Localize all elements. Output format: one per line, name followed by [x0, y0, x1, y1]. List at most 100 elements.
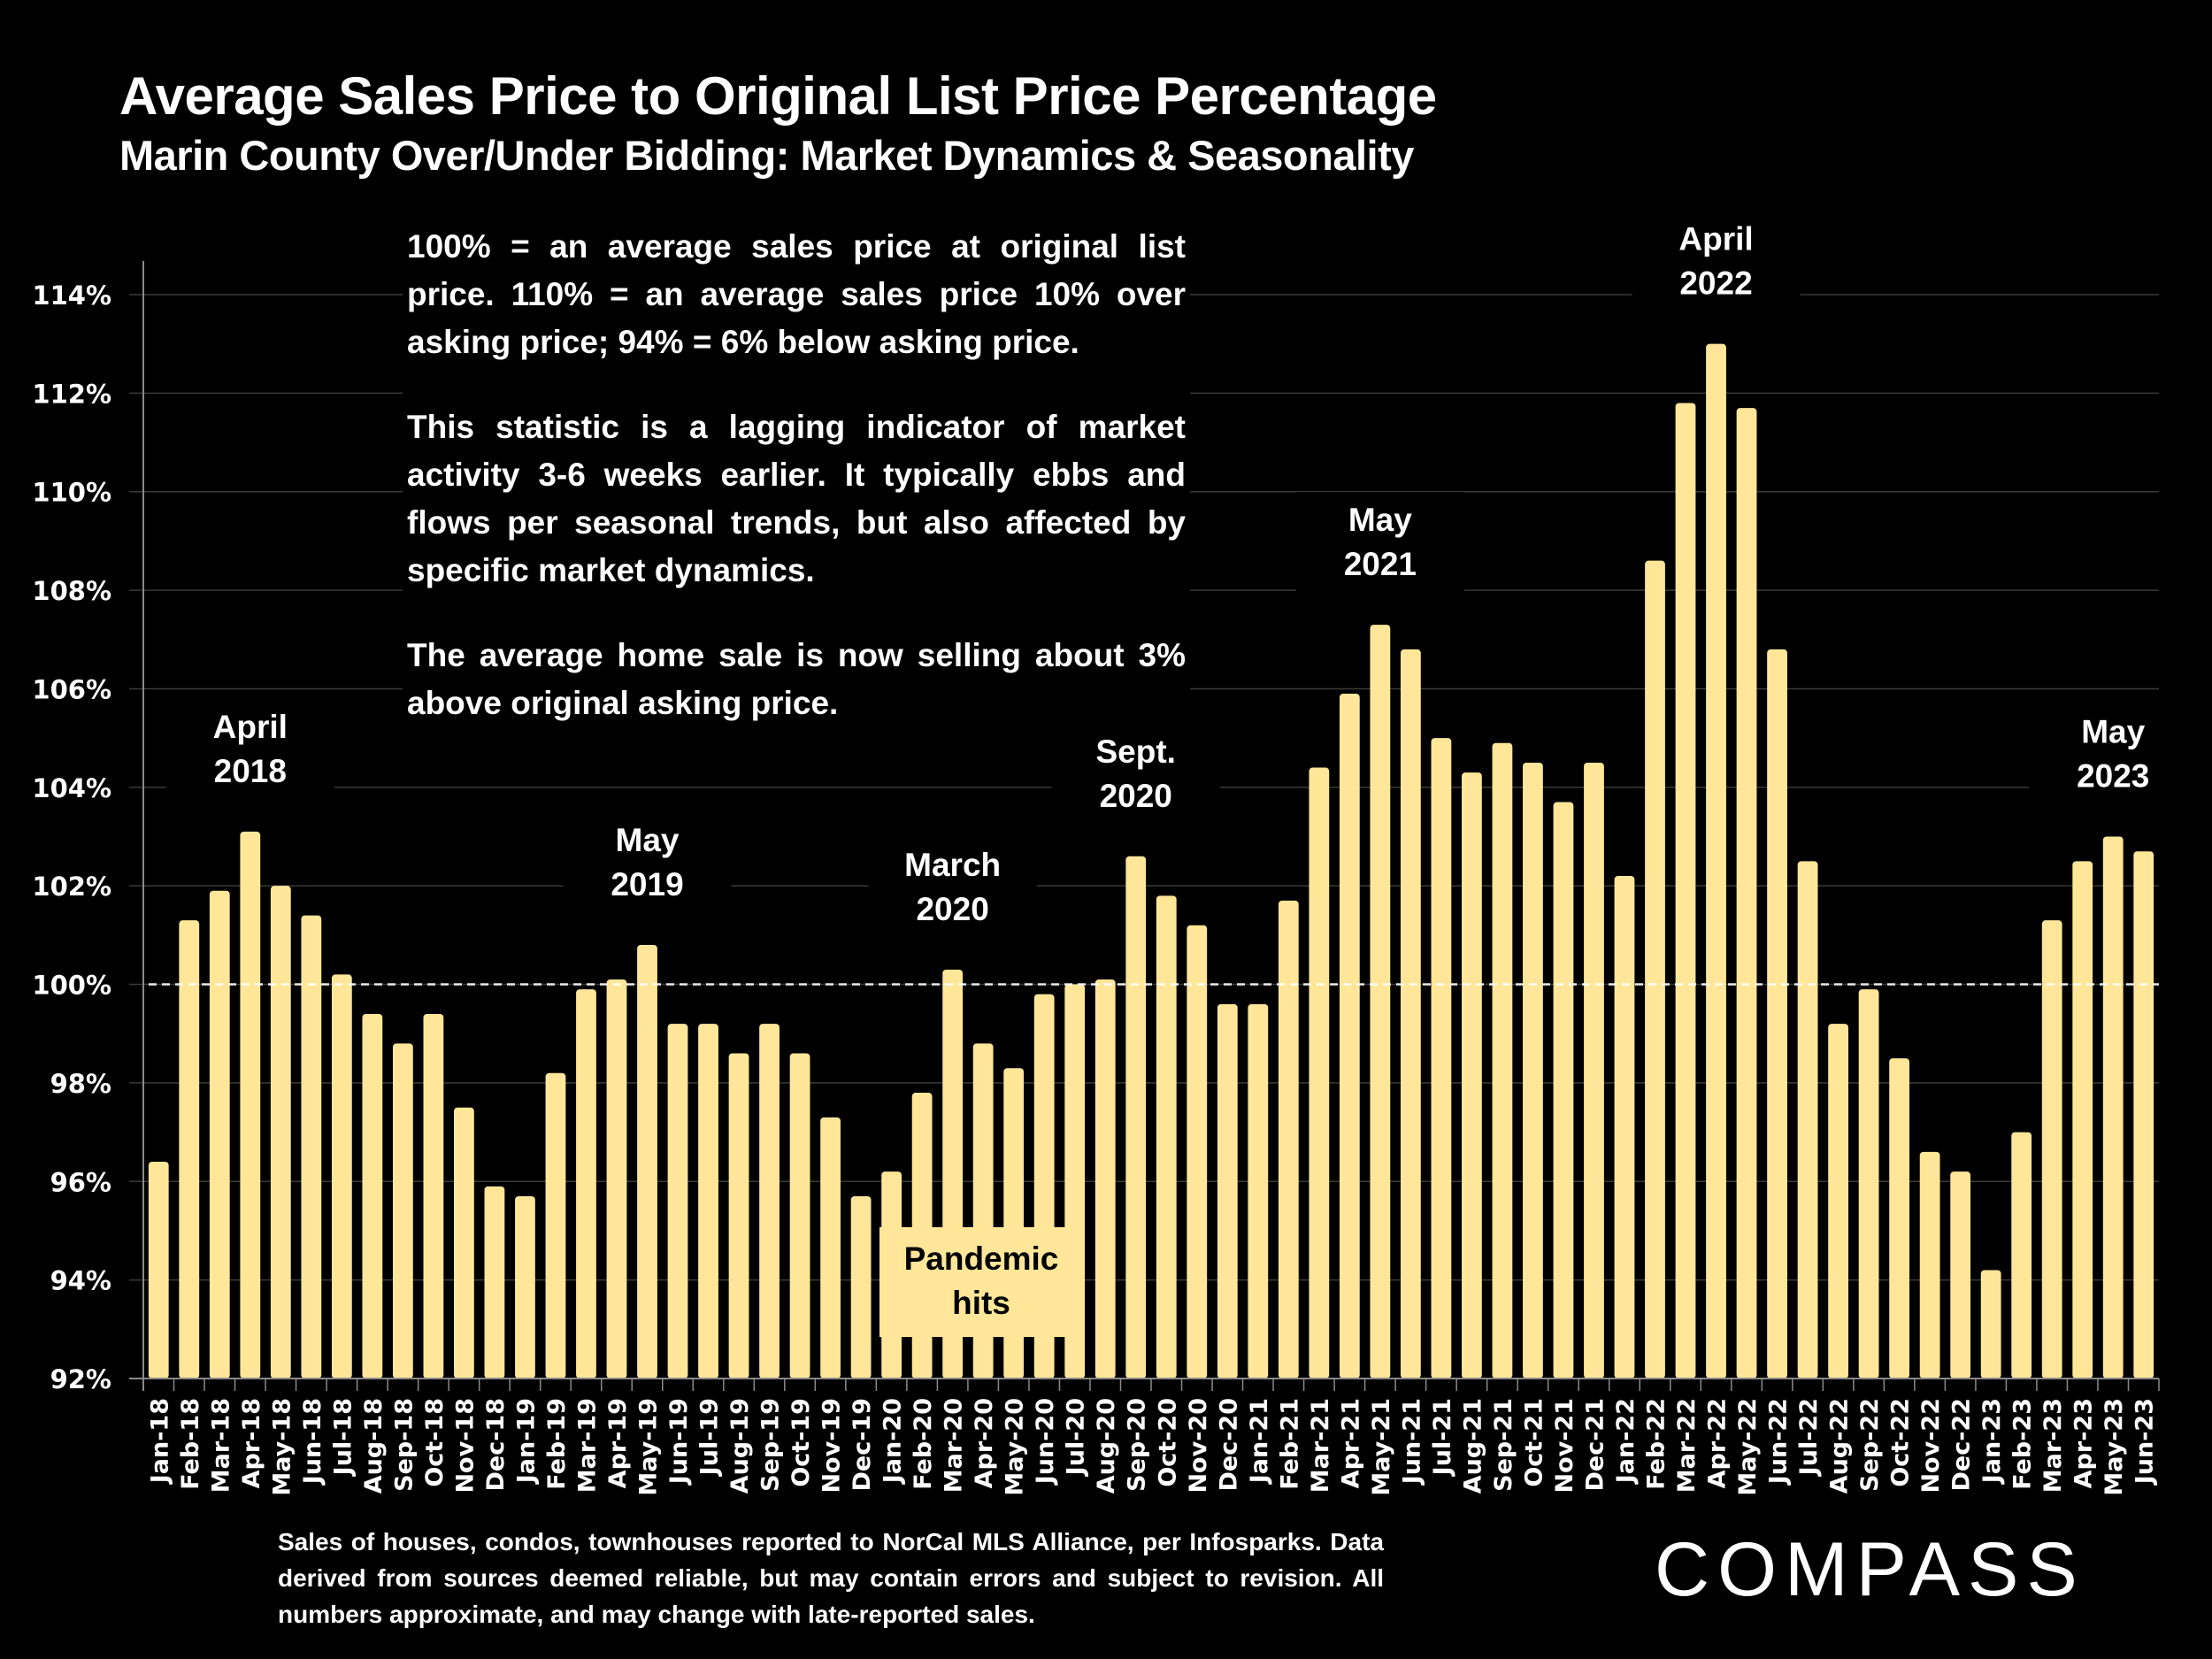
x-tick-label: Jun-21 — [1398, 1398, 1425, 1486]
x-tick-label: May-23 — [2101, 1398, 2128, 1496]
annotation-label: March — [904, 847, 1001, 883]
bar-May-21 — [1370, 625, 1391, 1379]
x-tick-label: Jul-18 — [329, 1398, 357, 1477]
x-tick-label: Jun-20 — [1032, 1398, 1059, 1486]
x-tick-label: Mar-20 — [941, 1398, 968, 1493]
x-tick-label: May-19 — [635, 1398, 663, 1496]
bar-Feb-18 — [179, 920, 200, 1379]
x-tick-label: Nov-18 — [451, 1398, 479, 1494]
y-tick-label: 112% — [32, 379, 111, 409]
explanation-paragraph-2: This statistic is a lagging indicator of… — [407, 409, 1186, 588]
x-tick-label: Mar-23 — [2039, 1398, 2067, 1493]
x-tick-label: Mar-21 — [1307, 1398, 1334, 1493]
x-tick-label: Nov-20 — [1185, 1398, 1212, 1494]
y-tick-label: 102% — [32, 872, 111, 902]
bar-Jun-23 — [2133, 851, 2154, 1379]
bar-Apr-23 — [2072, 861, 2093, 1379]
x-tick-label: May-20 — [1002, 1398, 1029, 1496]
compass-logo: COMPASS — [1655, 1527, 2124, 1621]
x-tick-label: Jan-20 — [879, 1398, 907, 1485]
bar-Nov-20 — [1187, 925, 1208, 1379]
pandemic-callout: Pandemic hits — [879, 1227, 1083, 1337]
bar-Apr-18 — [240, 831, 261, 1379]
y-tick-label: 92% — [50, 1364, 111, 1394]
y-tick-label: 108% — [32, 576, 111, 606]
chart-title: Average Sales Price to Original List Pri… — [119, 66, 1437, 126]
x-tick-label: Dec-18 — [482, 1398, 510, 1492]
x-tick-label: Mar-22 — [1673, 1398, 1701, 1493]
bar-Nov-18 — [454, 1107, 474, 1379]
bar-Sep-19 — [759, 1024, 780, 1379]
x-axis-ticks: Jan-18 Feb-18 Mar-18 Apr-18 May-18 Jun-18 Jul-… — [142, 1379, 2160, 1496]
bar-Jun-21 — [1400, 649, 1421, 1379]
annotation-label: 2019 — [611, 866, 683, 902]
annotation-label: Sept. — [1096, 733, 1176, 770]
x-tick-label: Apr-21 — [1337, 1398, 1364, 1488]
bar-Aug-20 — [1094, 979, 1116, 1379]
x-tick-label: Feb-21 — [1276, 1398, 1303, 1490]
annotation-label: 2020 — [916, 891, 988, 927]
x-tick-label: Jan-23 — [1978, 1398, 2006, 1485]
x-tick-label: Feb-20 — [910, 1398, 937, 1490]
bar-Oct-18 — [423, 1013, 444, 1379]
bar-Aug-22 — [1828, 1024, 1848, 1379]
bar-Mar-23 — [2041, 920, 2062, 1379]
x-tick-label: Jul-19 — [696, 1398, 724, 1477]
bar-Sep-21 — [1492, 742, 1513, 1379]
bar-Aug-18 — [362, 1013, 383, 1379]
bar-Dec-19 — [850, 1195, 872, 1379]
bar-Dec-22 — [1950, 1171, 1971, 1379]
bar-Jan-19 — [515, 1195, 535, 1379]
x-tick-label: Aug-20 — [1093, 1398, 1120, 1494]
bar-Oct-19 — [789, 1053, 810, 1379]
bar-Apr-21 — [1339, 694, 1360, 1379]
bar-Jan-23 — [1980, 1270, 2001, 1379]
y-axis-ticks: 92% 94% 96% 98% 100% 102% 104% 106% 108% 110% 112%… — [32, 280, 111, 1394]
x-tick-label: Jun-19 — [665, 1398, 693, 1486]
bar-Jan-21 — [1248, 1003, 1269, 1379]
annotation-label: May — [1348, 502, 1412, 538]
bar-Dec-20 — [1217, 1003, 1238, 1379]
x-tick-label: Apr-20 — [971, 1398, 998, 1488]
bar-Jun-19 — [667, 1024, 688, 1379]
x-tick-label: May-18 — [268, 1398, 296, 1496]
annotation-label: 2023 — [2077, 758, 2149, 795]
annotation-background — [2029, 703, 2198, 809]
x-tick-label: Apr-18 — [238, 1398, 265, 1488]
bar-Oct-21 — [1523, 762, 1543, 1379]
bar-Oct-20 — [1156, 895, 1177, 1379]
bar-Nov-22 — [1919, 1151, 1940, 1379]
bar-Mar-18 — [209, 890, 230, 1379]
compass-logo-mark: COMPASS — [1655, 1527, 2078, 1612]
x-tick-label: Nov-22 — [1917, 1398, 1945, 1494]
y-tick-label: 110% — [32, 478, 111, 508]
bars — [148, 343, 2154, 1379]
bar-May-18 — [270, 886, 291, 1379]
x-tick-label: Jun-23 — [2131, 1398, 2159, 1486]
x-tick-label: Oct-18 — [421, 1398, 449, 1487]
x-tick-label: Jan-18 — [146, 1398, 173, 1485]
x-tick-label: Dec-21 — [1581, 1398, 1609, 1492]
bar-Dec-18 — [484, 1186, 505, 1379]
y-tick-label: 106% — [32, 674, 111, 704]
bar-May-23 — [2102, 836, 2124, 1379]
bar-Jul-22 — [1797, 861, 1818, 1379]
bar-Feb-22 — [1645, 560, 1665, 1379]
x-tick-label: Aug-21 — [1459, 1398, 1486, 1494]
annotation-label: April — [213, 709, 288, 745]
bar-Feb-23 — [2011, 1132, 2032, 1379]
bar-Jul-18 — [331, 974, 352, 1379]
bar-Jan-22 — [1614, 876, 1635, 1379]
bar-Aug-21 — [1462, 772, 1482, 1379]
y-tick-label: 94% — [50, 1266, 111, 1296]
x-tick-label: Apr-23 — [2070, 1398, 2098, 1488]
x-tick-label: Jan-22 — [1612, 1398, 1640, 1485]
x-tick-label: Jul-20 — [1063, 1398, 1090, 1477]
bar-Mar-22 — [1675, 403, 1696, 1379]
annotation-label: 2021 — [1344, 546, 1417, 582]
explanation-paragraph-3: The average home sale is now selling abo… — [407, 637, 1186, 721]
footer-note: Sales of houses, condos, townhouses repo… — [278, 1528, 1384, 1628]
bar-Oct-22 — [1889, 1058, 1910, 1379]
x-tick-label: Jul-22 — [1795, 1398, 1823, 1477]
